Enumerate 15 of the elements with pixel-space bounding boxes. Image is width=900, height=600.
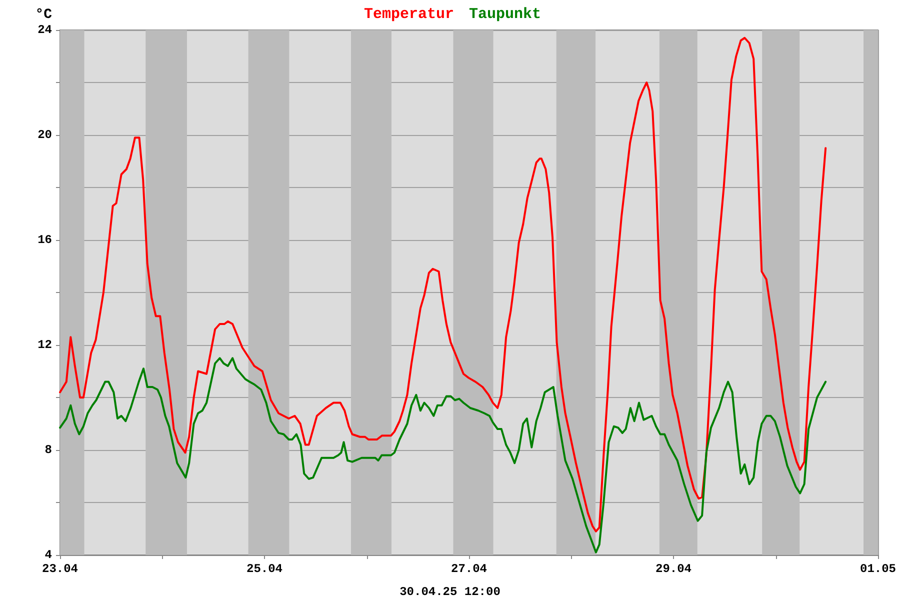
y-tick-label: 4 — [44, 548, 52, 562]
y-tick-label: 16 — [38, 233, 52, 247]
x-tick-label: 23.04 — [42, 562, 78, 576]
text: 30.04.25 12:00 — [400, 585, 500, 599]
x-tick-label: 29.04 — [655, 562, 692, 576]
x-tick-label: 27.04 — [450, 562, 488, 576]
x-tick-label: 25.04 — [246, 562, 283, 576]
y-axis-title: °C — [35, 7, 53, 23]
text: Temperatur — [364, 6, 454, 23]
y-tick-label: 8 — [44, 443, 52, 457]
x-tick-label: 01.05 — [860, 562, 896, 576]
y-tick-label: 20 — [38, 128, 52, 142]
y-tick-label: 24 — [38, 23, 52, 37]
text: Taupunkt — [469, 6, 542, 23]
y-tick-label: 12 — [38, 338, 52, 352]
